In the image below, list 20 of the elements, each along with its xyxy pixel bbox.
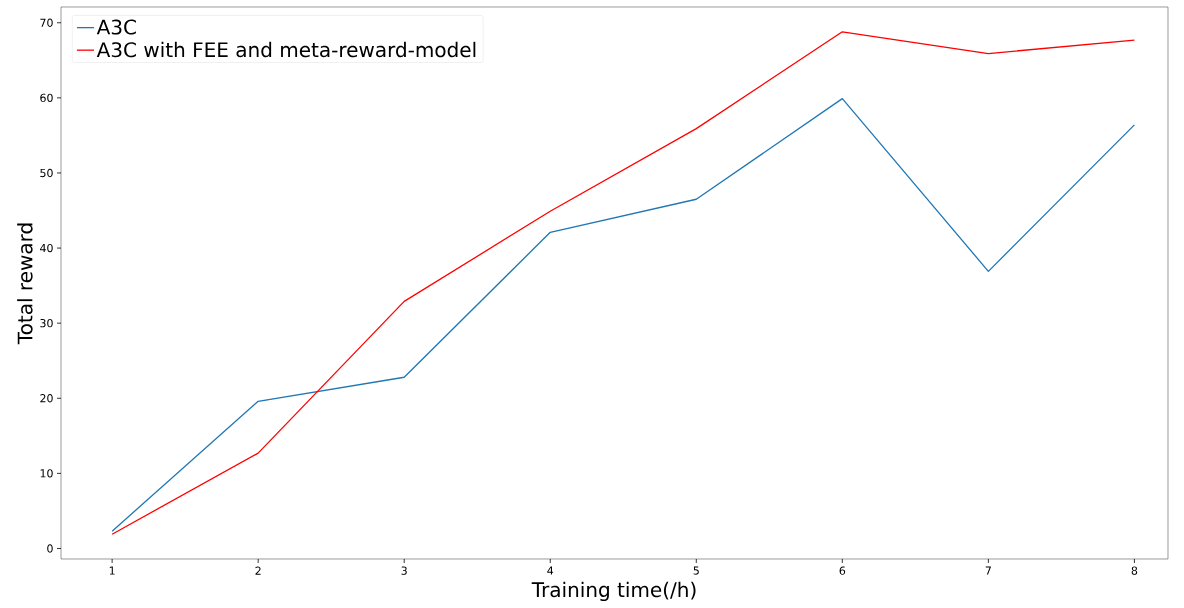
y-axis-title: Total reward xyxy=(17,223,33,345)
y-tick-label: 70 xyxy=(40,18,53,27)
legend-label: A3C xyxy=(96,19,136,35)
x-tick-label: 1 xyxy=(109,566,115,575)
y-tick-label: 40 xyxy=(40,243,53,253)
y-tick-label: 0 xyxy=(47,544,53,553)
x-tick-label: 3 xyxy=(401,566,407,575)
x-tick-label: 5 xyxy=(693,566,699,575)
x-tick-label: 2 xyxy=(255,566,261,575)
y-tick-label: 60 xyxy=(40,93,53,103)
y-tick-label: 20 xyxy=(40,394,53,403)
legend-label: A3C with FEE and meta-reward-model xyxy=(96,41,476,58)
x-axis-title: Training time(/h) xyxy=(531,581,696,602)
y-tick-label: 50 xyxy=(40,168,53,178)
y-tick-label: 30 xyxy=(40,319,53,328)
y-tick-label: 10 xyxy=(40,469,53,478)
x-tick-label: 8 xyxy=(1131,566,1138,575)
x-tick-label: 4 xyxy=(547,566,554,575)
x-tick-label: 6 xyxy=(839,566,846,575)
x-tick-label: 7 xyxy=(985,566,991,575)
